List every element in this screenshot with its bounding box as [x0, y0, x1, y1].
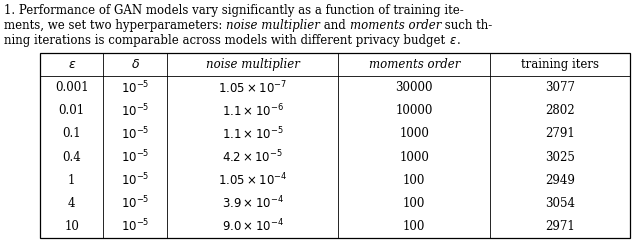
- Text: $\delta$: $\delta$: [131, 58, 140, 71]
- Text: 3054: 3054: [545, 197, 575, 210]
- Text: 10: 10: [64, 220, 79, 233]
- Text: .: .: [457, 34, 461, 47]
- Text: ning iterations is comparable across models with different privacy budget: ning iterations is comparable across mod…: [4, 34, 449, 47]
- Text: moments order: moments order: [369, 58, 460, 71]
- Text: $\epsilon$: $\epsilon$: [449, 34, 457, 47]
- Text: 1000: 1000: [399, 151, 429, 164]
- Text: $10^{-5}$: $10^{-5}$: [121, 218, 149, 235]
- Text: 2949: 2949: [545, 174, 575, 187]
- Text: and: and: [320, 19, 349, 32]
- Text: $4.2 \times 10^{-5}$: $4.2 \times 10^{-5}$: [222, 149, 283, 165]
- Text: $1.1 \times 10^{-6}$: $1.1 \times 10^{-6}$: [221, 102, 284, 119]
- Text: $\epsilon$: $\epsilon$: [68, 58, 76, 71]
- Text: noise multiplier: noise multiplier: [205, 58, 300, 71]
- Text: $9.0 \times 10^{-4}$: $9.0 \times 10^{-4}$: [221, 218, 284, 235]
- Text: $10^{-5}$: $10^{-5}$: [121, 79, 149, 96]
- Text: $1.05 \times 10^{-7}$: $1.05 \times 10^{-7}$: [218, 79, 287, 96]
- Text: 100: 100: [403, 197, 426, 210]
- Text: 30000: 30000: [396, 81, 433, 94]
- Text: $10^{-5}$: $10^{-5}$: [121, 126, 149, 142]
- Text: 4: 4: [68, 197, 76, 210]
- Text: $10^{-5}$: $10^{-5}$: [121, 149, 149, 165]
- Text: 100: 100: [403, 220, 426, 233]
- Text: $10^{-5}$: $10^{-5}$: [121, 172, 149, 188]
- Text: 0.1: 0.1: [63, 127, 81, 141]
- Text: 0.4: 0.4: [62, 151, 81, 164]
- Text: moments order: moments order: [349, 19, 441, 32]
- Text: ments, we set two hyperparameters:: ments, we set two hyperparameters:: [4, 19, 226, 32]
- Text: $1.05 \times 10^{-4}$: $1.05 \times 10^{-4}$: [218, 172, 287, 188]
- Text: 2802: 2802: [545, 104, 575, 117]
- Text: 2971: 2971: [545, 220, 575, 233]
- Bar: [40, 53, 630, 238]
- Text: training iters: training iters: [521, 58, 599, 71]
- Text: 2791: 2791: [545, 127, 575, 141]
- Text: such th-: such th-: [441, 19, 492, 32]
- Text: 0.01: 0.01: [59, 104, 84, 117]
- Text: 100: 100: [403, 174, 426, 187]
- Text: noise multiplier: noise multiplier: [226, 19, 320, 32]
- Text: 1: 1: [68, 174, 76, 187]
- Text: 3025: 3025: [545, 151, 575, 164]
- Text: 1. Performance of GAN models vary significantly as a function of training ite-: 1. Performance of GAN models vary signif…: [4, 4, 464, 17]
- Text: 1000: 1000: [399, 127, 429, 141]
- Text: 10000: 10000: [396, 104, 433, 117]
- Text: $10^{-5}$: $10^{-5}$: [121, 102, 149, 119]
- Text: 3077: 3077: [545, 81, 575, 94]
- Text: $10^{-5}$: $10^{-5}$: [121, 195, 149, 212]
- Text: $3.9 \times 10^{-4}$: $3.9 \times 10^{-4}$: [221, 195, 284, 212]
- Text: 0.001: 0.001: [55, 81, 88, 94]
- Text: $1.1 \times 10^{-5}$: $1.1 \times 10^{-5}$: [221, 126, 284, 142]
